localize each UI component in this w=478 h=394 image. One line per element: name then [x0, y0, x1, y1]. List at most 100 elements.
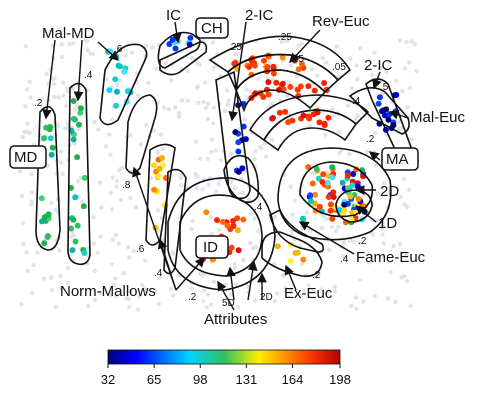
background-point: [31, 263, 35, 267]
background-point: [350, 86, 354, 90]
background-point: [241, 258, 245, 262]
background-point: [99, 205, 103, 209]
background-point: [61, 172, 65, 176]
background-point: [254, 245, 258, 249]
colored-point: [235, 149, 241, 155]
background-point: [270, 138, 274, 142]
box-md: MD: [10, 146, 46, 168]
param-label: .6: [114, 44, 123, 55]
background-point: [61, 93, 65, 97]
background-point: [167, 107, 171, 111]
background-point: [315, 73, 319, 77]
background-point: [205, 305, 209, 309]
colored-point: [170, 37, 176, 43]
colored-point: [71, 137, 77, 143]
background-point: [189, 227, 193, 231]
background-point: [111, 238, 115, 242]
background-point: [407, 60, 411, 64]
background-point: [206, 182, 210, 186]
background-point: [35, 250, 39, 254]
colored-point: [349, 182, 355, 188]
background-point: [325, 217, 329, 221]
background-point: [109, 191, 113, 195]
background-point: [190, 56, 194, 60]
background-point: [26, 121, 30, 125]
background-point: [391, 244, 395, 248]
label-ex-euc: Ex-Euc: [284, 285, 333, 302]
param-label: .8: [122, 180, 131, 191]
label-md: MD: [14, 149, 37, 166]
colored-point: [112, 76, 118, 82]
background-point: [290, 213, 294, 217]
background-point: [348, 239, 352, 243]
background-point: [233, 266, 237, 270]
background-point: [386, 296, 390, 300]
colored-point: [236, 247, 242, 253]
background-point: [327, 248, 331, 252]
background-point: [409, 303, 413, 307]
colored-point: [220, 219, 226, 225]
colored-point: [116, 63, 122, 69]
background-point: [160, 147, 164, 151]
colored-point: [325, 115, 331, 121]
background-point: [211, 40, 215, 44]
background-point: [60, 55, 64, 59]
label-rev-euc: Rev-Euc: [312, 13, 370, 30]
background-point: [203, 80, 207, 84]
background-point: [264, 154, 268, 158]
background-point: [382, 241, 386, 245]
label-5d: 5D: [222, 298, 235, 309]
background-point: [108, 153, 112, 157]
background-point: [115, 83, 119, 87]
background-point: [348, 56, 352, 60]
background-point: [337, 151, 341, 155]
param-label: .05: [332, 62, 346, 73]
background-point: [24, 44, 28, 48]
background-point: [52, 95, 56, 99]
background-point: [104, 144, 108, 148]
colored-point: [107, 87, 113, 93]
background-point: [211, 121, 215, 125]
background-point: [206, 102, 210, 106]
colored-point: [121, 69, 127, 75]
background-point: [57, 248, 61, 252]
param-label: .2: [34, 98, 43, 109]
param-label: .4: [84, 70, 93, 81]
background-point: [114, 233, 118, 237]
background-point: [180, 98, 184, 102]
colored-point: [298, 83, 304, 89]
background-point: [65, 89, 69, 93]
background-point: [212, 106, 216, 110]
colored-point: [377, 94, 383, 100]
colored-point: [321, 80, 327, 86]
background-point: [399, 195, 403, 199]
background-point: [352, 240, 356, 244]
colored-point: [305, 83, 311, 89]
background-point: [405, 205, 409, 209]
colored-point: [41, 135, 47, 141]
background-point: [71, 233, 75, 237]
param-label: .2: [188, 292, 197, 303]
background-point: [300, 225, 304, 229]
background-point: [136, 93, 140, 97]
colored-point: [232, 129, 238, 135]
param-label: .2: [312, 270, 321, 281]
background-point: [26, 269, 30, 273]
colored-point: [239, 165, 245, 171]
param-label: .25: [228, 42, 242, 53]
background-point: [171, 250, 175, 254]
param-label: .2: [358, 236, 367, 247]
background-point: [42, 276, 46, 280]
background-point: [219, 158, 223, 162]
background-point: [281, 274, 285, 278]
colored-point: [72, 194, 78, 200]
background-point: [164, 61, 168, 65]
colored-point: [48, 135, 54, 141]
background-point: [107, 132, 111, 136]
background-point: [262, 142, 266, 146]
background-point: [28, 95, 32, 99]
background-point: [44, 72, 48, 76]
param-label: .4: [340, 254, 349, 265]
box-ch: CH: [196, 18, 228, 38]
background-point: [354, 295, 358, 299]
